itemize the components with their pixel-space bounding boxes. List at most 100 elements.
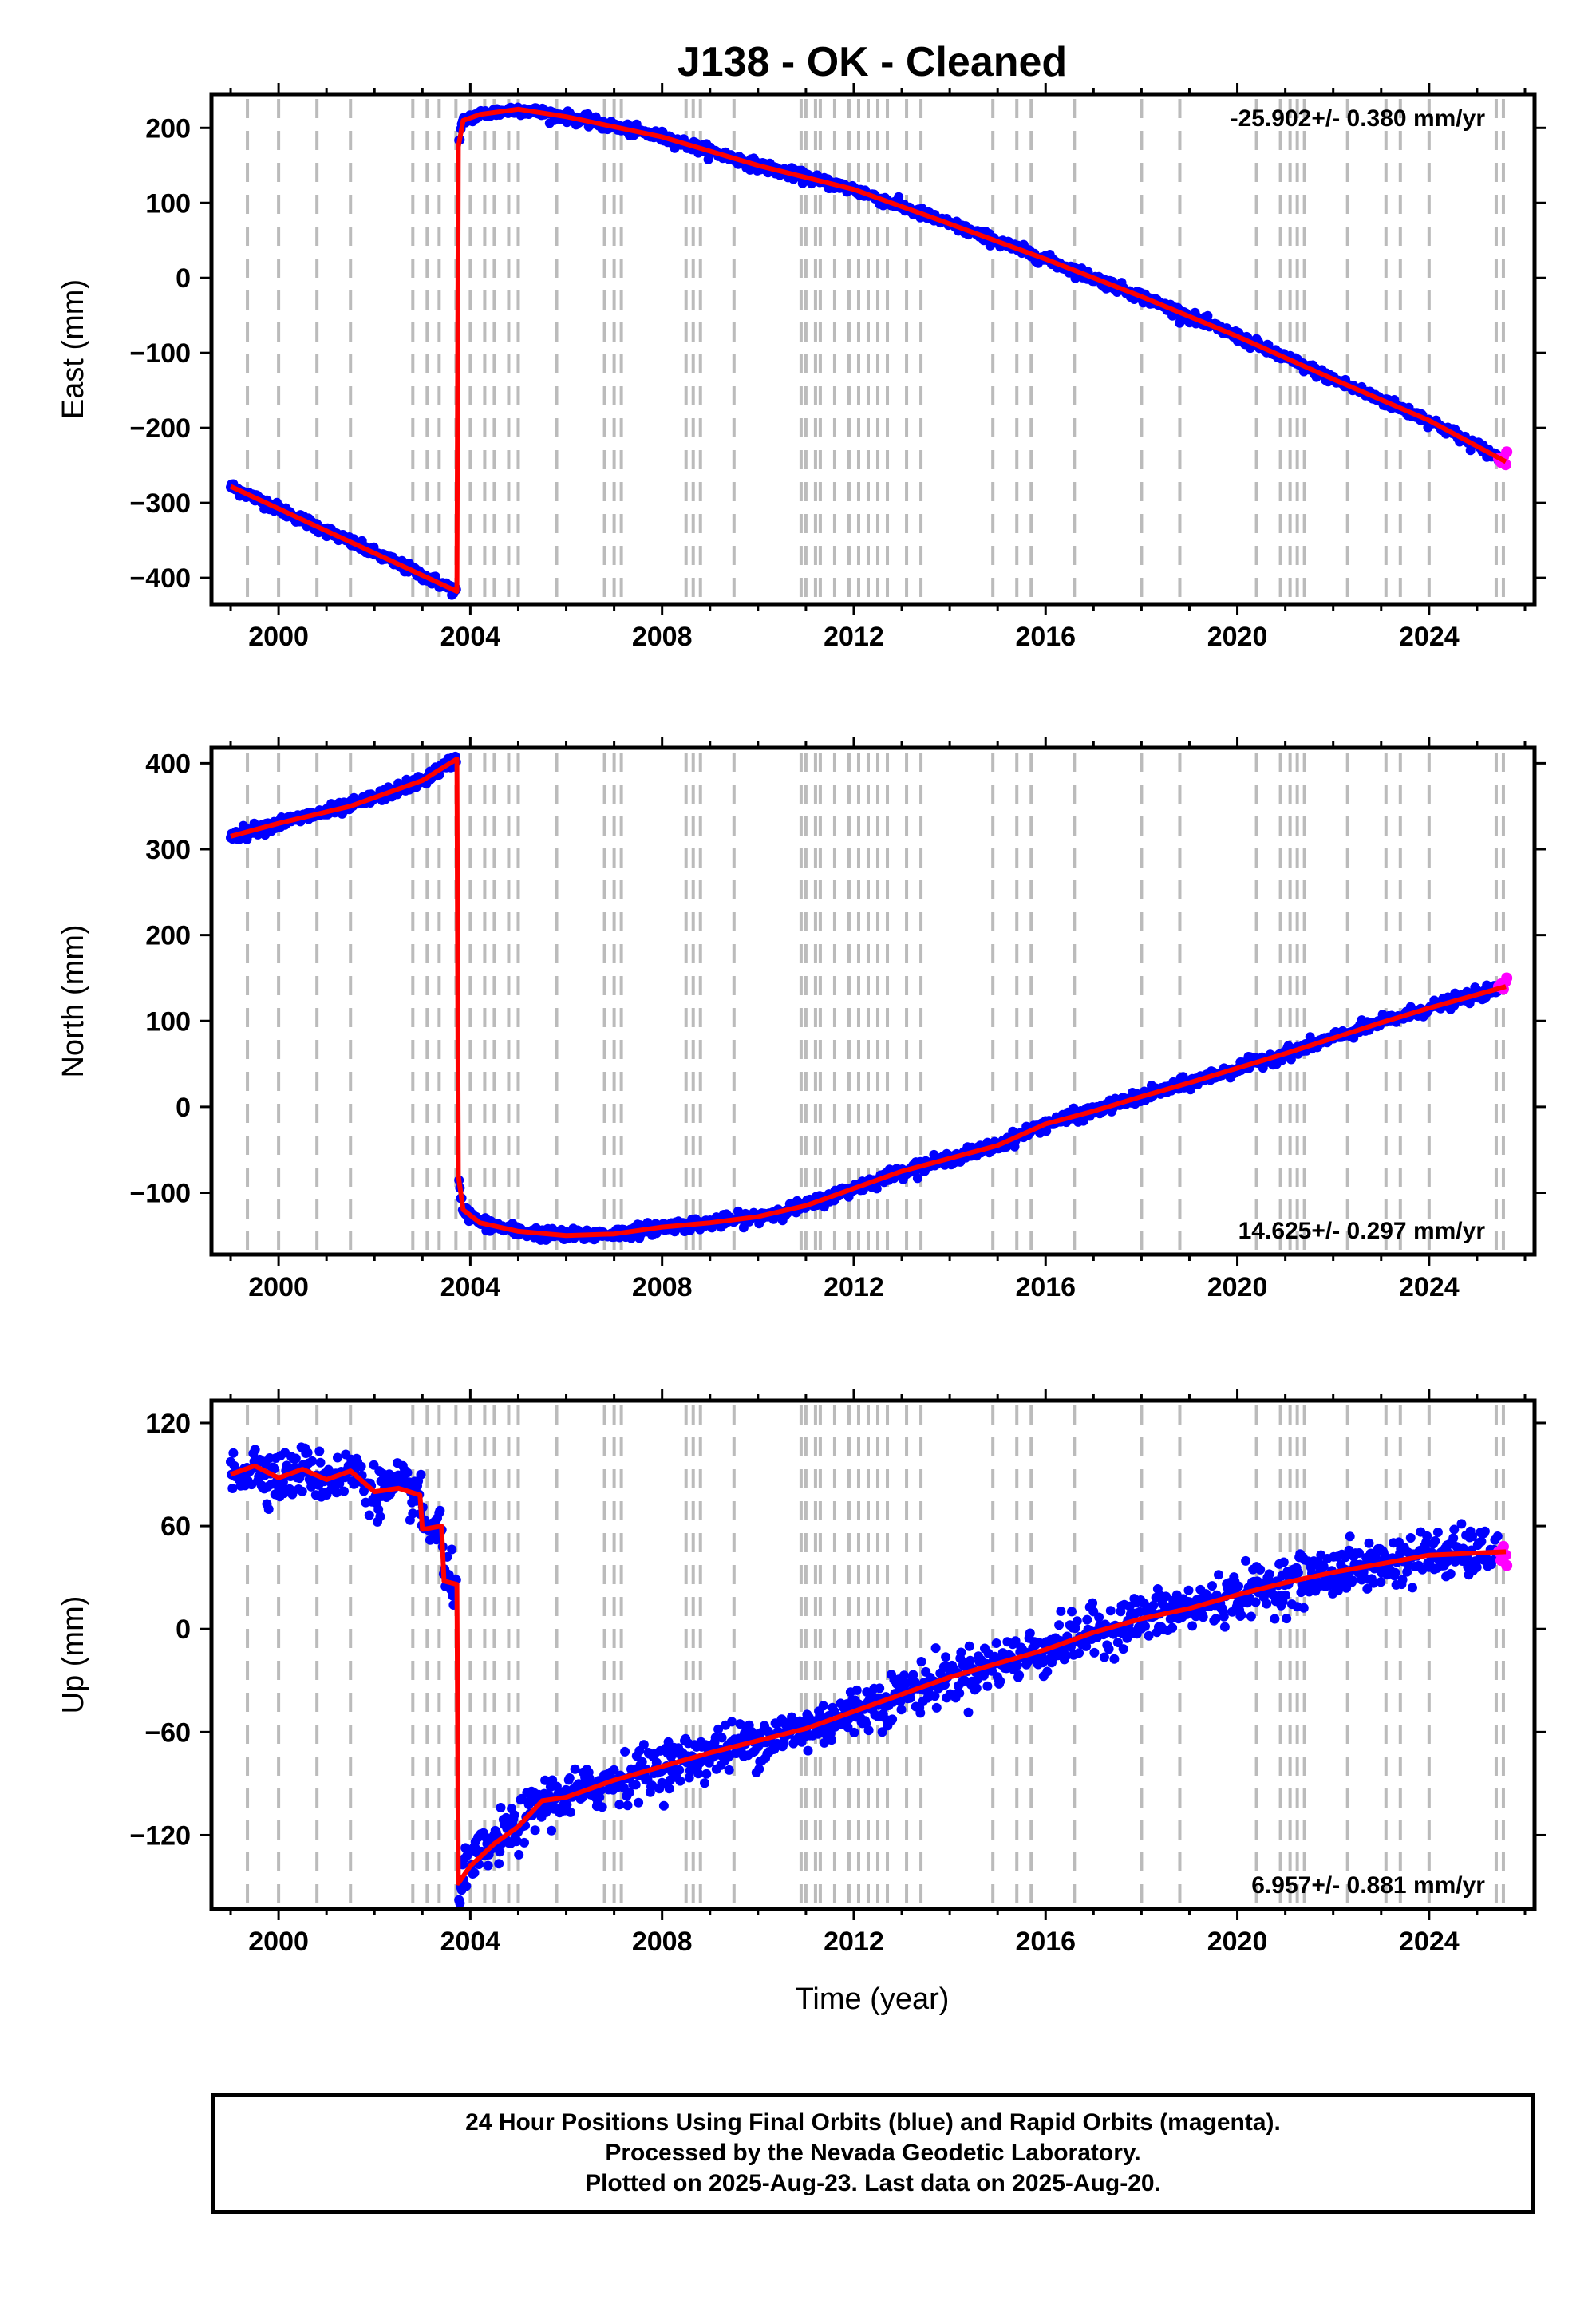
y-tick-label: 400 xyxy=(145,749,191,779)
data-point xyxy=(1054,1620,1065,1630)
x-tick-label: 2016 xyxy=(1015,622,1076,652)
data-point xyxy=(930,1643,941,1654)
x-tick-label: 2012 xyxy=(824,1927,884,1957)
data-point xyxy=(956,1647,966,1658)
data-point xyxy=(700,1778,709,1788)
data-point xyxy=(455,1898,465,1908)
data-point xyxy=(1207,1581,1217,1591)
data-point xyxy=(624,1788,634,1797)
data-point xyxy=(916,1657,926,1666)
data-point xyxy=(494,1859,504,1869)
y-tick-label: 100 xyxy=(145,1006,191,1037)
data-point xyxy=(1281,1590,1290,1600)
x-tick-label: 2020 xyxy=(1207,622,1268,652)
footer-line-2: Processed by the Nevada Geodetic Laborat… xyxy=(605,2140,1141,2166)
data-point xyxy=(915,1708,926,1718)
y-tick-label: 100 xyxy=(145,188,191,219)
data-point xyxy=(333,1452,342,1463)
data-point xyxy=(1167,1622,1178,1633)
x-tick-label: 2020 xyxy=(1207,1272,1268,1302)
data-point xyxy=(1109,1654,1120,1664)
y-tick-label: −100 xyxy=(129,338,191,369)
data-point xyxy=(227,1484,238,1493)
data-point xyxy=(954,1688,965,1698)
data-point xyxy=(1278,1557,1289,1567)
data-point xyxy=(1468,1531,1477,1542)
data-point xyxy=(638,1740,649,1750)
panels-group: 2000 2004 2008 2012 2016 2020 20242001000−100−… xyxy=(57,83,1546,1957)
data-point xyxy=(827,1735,836,1745)
data-point xyxy=(1112,1638,1123,1648)
data-point xyxy=(991,1638,1001,1648)
data-point xyxy=(1472,1562,1482,1572)
x-tick-label: 2012 xyxy=(824,1272,884,1302)
data-point xyxy=(1094,1612,1104,1622)
data-point xyxy=(562,1800,572,1810)
data-point xyxy=(530,1825,540,1836)
data-point xyxy=(250,1445,260,1455)
data-point xyxy=(609,1765,619,1775)
plot-frame xyxy=(209,92,1537,607)
data-point xyxy=(269,1464,279,1474)
data-point xyxy=(684,1773,694,1783)
y-tick-label: 200 xyxy=(145,921,191,951)
y-tick-label: −60 xyxy=(144,1717,191,1748)
x-tick-label: 2016 xyxy=(1015,1272,1076,1302)
data-point xyxy=(314,1446,325,1456)
data-point xyxy=(875,1683,885,1694)
data-point xyxy=(1443,1556,1453,1567)
data-point xyxy=(1014,1670,1025,1680)
data-point xyxy=(1262,1599,1272,1609)
data-point xyxy=(1270,1614,1280,1624)
x-tick-label: 2024 xyxy=(1399,1272,1460,1302)
data-point xyxy=(1067,1607,1077,1617)
y-tick-label: 120 xyxy=(145,1409,191,1439)
data-point xyxy=(564,1773,575,1783)
data-point xyxy=(514,1849,524,1860)
data-point xyxy=(637,1757,647,1767)
data-point xyxy=(724,1765,734,1775)
data-point xyxy=(339,1486,349,1496)
footer-caption-box: 24 Hour Positions Using Final Orbits (bl… xyxy=(211,2093,1535,2214)
data-point xyxy=(416,1469,426,1480)
data-point xyxy=(501,1812,512,1823)
data-point xyxy=(1348,1575,1358,1586)
data-point xyxy=(461,1881,472,1891)
data-point xyxy=(1219,1611,1229,1622)
data-point xyxy=(754,1764,764,1774)
data-point xyxy=(982,1681,993,1691)
data-point xyxy=(1198,1612,1208,1622)
data-point xyxy=(565,1807,575,1817)
data-point xyxy=(1012,1660,1022,1670)
data-point xyxy=(595,1792,605,1802)
data-point xyxy=(1236,1610,1246,1620)
x-tick-label: 2020 xyxy=(1207,1927,1268,1957)
data-point xyxy=(1140,1621,1150,1631)
data-point xyxy=(863,1725,874,1736)
y-ticks: 400 300 200 100 0 −100 xyxy=(129,749,1546,1209)
rapid-point xyxy=(1501,972,1513,984)
data-point xyxy=(512,1836,522,1846)
y-tick-label: −100 xyxy=(129,1179,191,1209)
data-point xyxy=(1214,1570,1223,1580)
data-point xyxy=(658,1800,669,1811)
footer-line-3: Plotted on 2025-Aug-23. Last data on 202… xyxy=(585,2170,1161,2196)
data-point xyxy=(614,1800,625,1810)
data-point xyxy=(1364,1538,1374,1548)
data-point xyxy=(1333,1586,1343,1596)
data-point xyxy=(1345,1531,1355,1542)
data-point xyxy=(877,1727,887,1737)
data-point xyxy=(965,1655,975,1666)
panel-1: 2000 2004 2008 2012 2016 2020 2024 200 100 0 −100 −… xyxy=(57,83,1546,652)
data-point xyxy=(1105,1606,1116,1616)
y-tick-label: 0 xyxy=(176,1093,191,1123)
data-point xyxy=(941,1652,951,1662)
data-point xyxy=(570,1764,580,1774)
data-point xyxy=(1088,1598,1098,1608)
data-point xyxy=(1148,1600,1159,1611)
data-point xyxy=(278,1477,288,1487)
data-point xyxy=(930,1691,940,1701)
data-point xyxy=(1397,1575,1408,1585)
data-point xyxy=(1042,1666,1053,1677)
x-tick-label: 2008 xyxy=(632,1272,693,1302)
